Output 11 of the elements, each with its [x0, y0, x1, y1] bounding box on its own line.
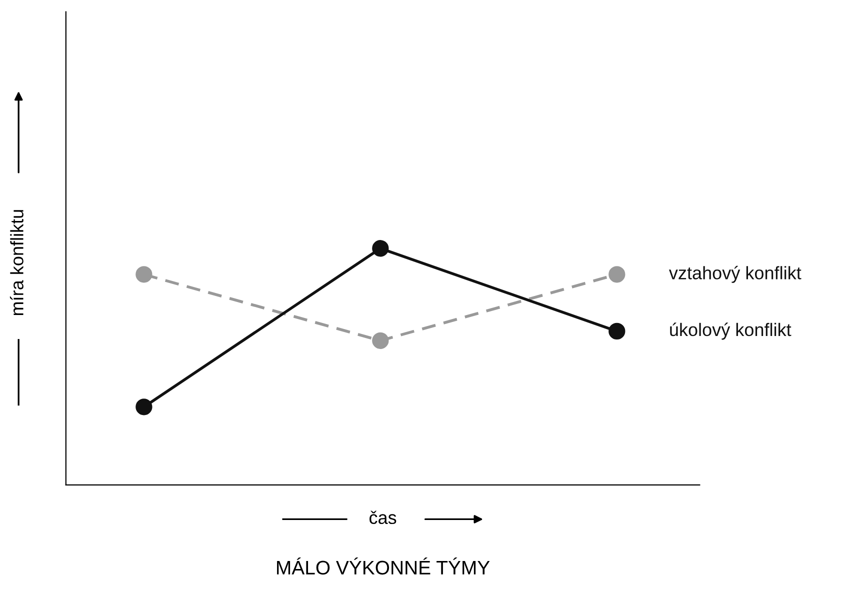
text: úkolový konflikt — [670, 322, 792, 340]
point — [608, 266, 626, 283]
point — [372, 240, 389, 257]
point — [136, 398, 152, 416]
x-axis-title: čas — [370, 510, 396, 524]
point — [608, 322, 626, 340]
y-axis-title: míra konfliktu — [10, 210, 24, 316]
text: MÁLO VÝKONNÉ TÝMY — [277, 558, 490, 575]
point — [372, 332, 389, 349]
text: vztahový konflikt — [668, 266, 802, 283]
point — [136, 266, 152, 283]
